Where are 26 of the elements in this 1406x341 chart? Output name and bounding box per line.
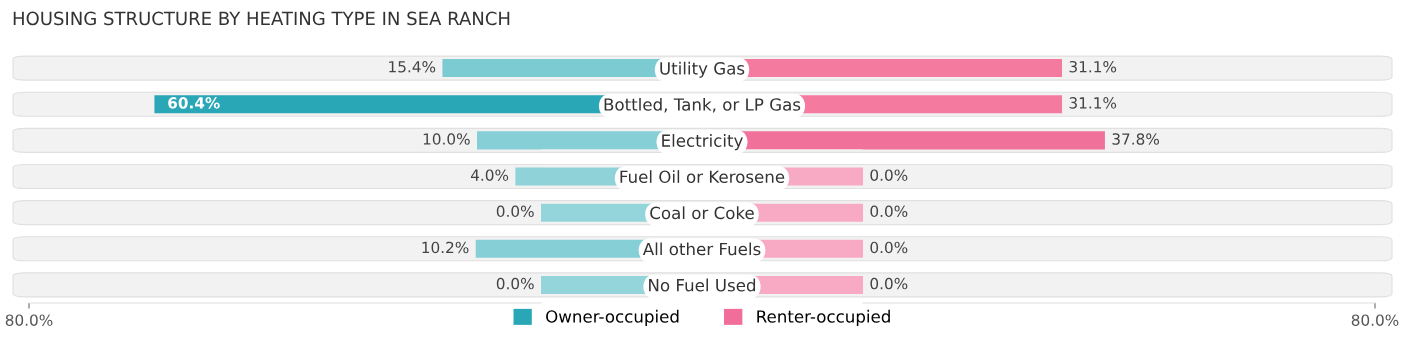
data-label: 0.0% <box>496 277 534 290</box>
y-tick-label: Coal or Coke <box>650 206 754 220</box>
data-label: 15.4% <box>389 60 436 73</box>
y-tick-label: Utility Gas <box>660 61 745 78</box>
data-label: 0.0% <box>870 169 908 181</box>
legend-label: Renter-occupied <box>757 309 890 326</box>
y-tick-label: Fuel Oil or Kerosene <box>620 170 785 184</box>
y-tick-label: Bottled, Tank, or LP Gas <box>604 97 801 113</box>
legend-label: Owner-occupied <box>546 309 679 326</box>
data-label: 0.0% <box>870 205 908 218</box>
data-label: 4.0% <box>470 169 509 181</box>
x-tick-label: 80.0% <box>5 314 53 326</box>
data-label: 10.0% <box>423 133 470 145</box>
data-label: 0.0% <box>870 277 908 290</box>
y-tick-label: Electricity <box>662 134 743 151</box>
data-label: 37.8% <box>1112 133 1160 145</box>
data-label: 31.1% <box>1069 60 1117 73</box>
data-label: 0.0% <box>870 241 908 254</box>
data-label: 60.4% <box>168 97 220 109</box>
data-label: 0.0% <box>496 205 534 218</box>
chart-title: HOUSING STRUCTURE BY HEATING TYPE IN SEA RANCH <box>13 11 510 26</box>
data-label: 10.2% <box>422 241 469 254</box>
data-label: 31.1% <box>1069 97 1117 109</box>
x-tick-label: 80.0% <box>1351 314 1399 326</box>
y-tick-label: No Fuel Used <box>649 278 756 292</box>
y-tick-label: All other Fuels <box>642 242 761 256</box>
